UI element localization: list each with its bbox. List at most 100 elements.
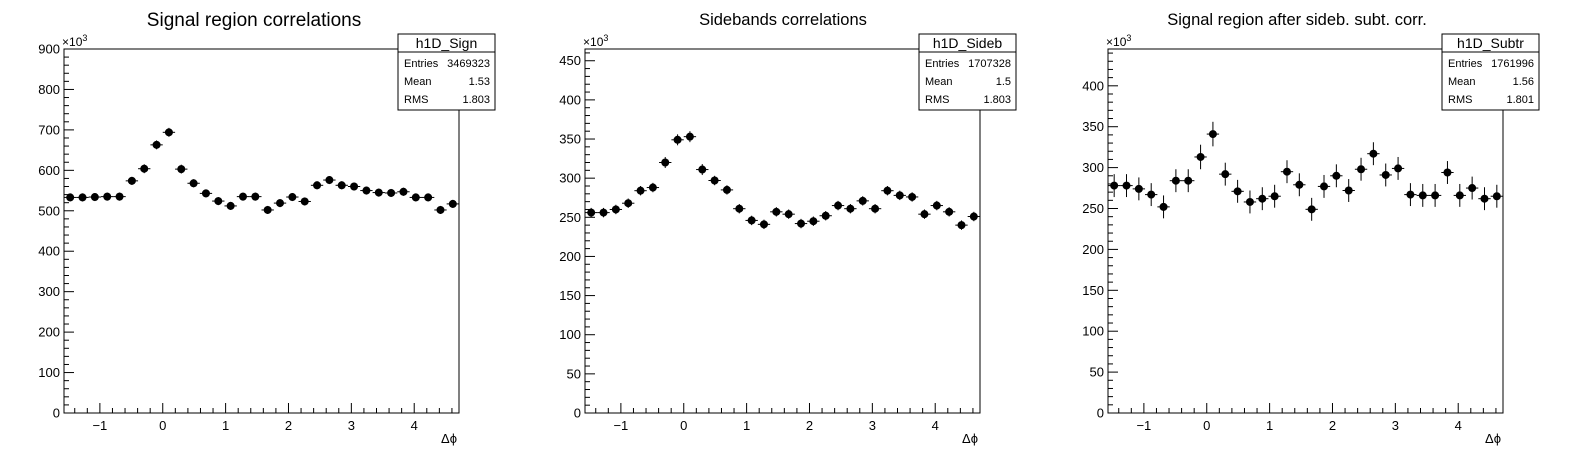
data-marker [1233,187,1242,196]
data-point [1293,173,1306,197]
data-point [856,196,869,206]
data-marker [821,211,830,220]
data-point [794,218,808,229]
data-marker [214,197,223,206]
data-point [1280,160,1294,184]
y-tick-label: 150 [559,288,581,303]
data-point [634,185,647,196]
data-marker [387,188,396,197]
data-marker [362,186,371,195]
data-point [1478,187,1491,211]
data-point [1157,195,1170,219]
data-point [1182,169,1195,193]
data-point [1243,190,1257,214]
data-marker [747,216,756,225]
exponent-prefix: × [583,35,590,49]
data-point [150,140,163,150]
data-marker [177,165,186,174]
data-marker [1295,180,1304,189]
data-marker [1208,130,1217,139]
data-marker [1159,202,1168,211]
data-marker [587,208,596,217]
data-marker [78,193,87,202]
data-marker [436,205,445,214]
data-marker [1332,171,1341,180]
data-marker [648,183,657,192]
data-point [286,192,299,202]
stats-box-frame [918,33,1017,111]
stats-box-frame [1441,33,1540,111]
data-point [1120,174,1133,198]
y-tick-label: 400 [1082,78,1104,93]
stats-label-entries: Entries [404,58,439,70]
plot-frame [584,48,981,414]
y-tick-label: 250 [559,210,581,225]
data-point [76,193,89,202]
data-point [261,205,274,215]
exponent-base: 10 [69,35,83,49]
data-marker [1443,168,1452,177]
data-marker [920,210,929,219]
data-point [745,215,758,226]
data-marker [636,186,645,195]
data-marker [1270,192,1279,201]
data-point [1330,164,1343,188]
data-point [1391,156,1405,180]
data-point [310,181,324,190]
data-marker [710,176,719,185]
data-marker [624,199,633,208]
y-tick-label: 600 [38,163,60,178]
x-tick-label: 2 [1329,418,1336,433]
data-point [1490,184,1503,208]
data-point [609,204,623,215]
data-point [1465,176,1479,200]
data-marker [1221,170,1230,179]
data-marker [1480,194,1489,203]
stats-label-entries: Entries [1448,58,1483,70]
data-point [720,185,734,195]
x-tick-label: 3 [869,418,876,433]
data-point [323,175,336,185]
data-point [844,203,857,214]
data-marker [300,197,309,206]
data-point [622,198,635,208]
data-point [819,211,832,221]
stats-label-mean: Mean [404,76,432,88]
data-point [298,197,311,206]
data-marker [846,204,855,213]
data-marker [399,187,408,196]
data-marker [772,207,781,216]
data-marker [1245,197,1254,206]
data-point [671,134,684,146]
histogram-panel-3: Signal region after sideb. subt. corr. 0 5… [1082,11,1540,446]
data-point [138,164,151,174]
data-point [1317,174,1331,198]
data-point [1342,179,1355,202]
data-marker [698,165,707,174]
stats-label-rms: RMS [1448,94,1472,106]
data-marker [276,199,285,208]
data-marker [945,207,954,216]
data-marker [201,189,210,198]
data-marker [722,185,731,194]
x-tick-label: 2 [285,418,292,433]
data-point [1231,179,1244,203]
data-point [212,197,225,206]
data-point [733,203,746,214]
data-marker [611,205,620,214]
data-marker [673,135,682,144]
exponent-prefix: × [62,35,69,49]
data-point [1219,162,1232,186]
data-point [1441,161,1454,184]
exponent-prefix: × [1106,35,1113,49]
data-point [955,220,968,230]
data-point [646,182,660,193]
data-point [831,200,845,211]
data-point [708,175,721,186]
data-marker [103,192,112,201]
data-marker [1455,191,1464,200]
y-tick-label: 0 [53,406,60,421]
chart-title: Signal region correlations [147,10,361,31]
x-tick-label: 2 [806,418,813,433]
